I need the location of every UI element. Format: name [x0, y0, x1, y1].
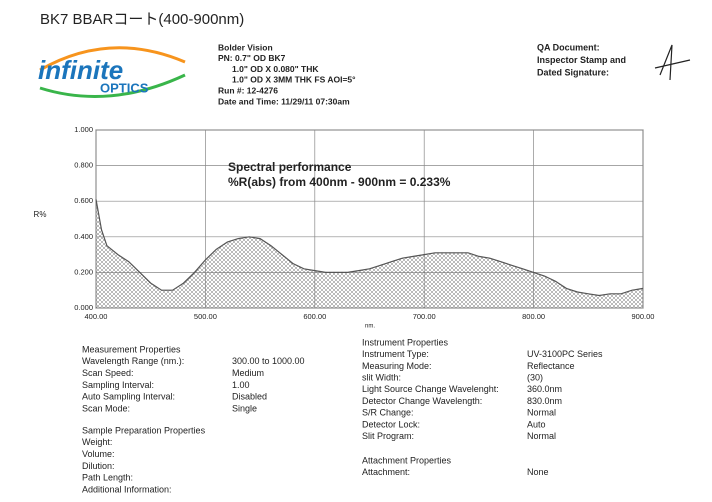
property-label: Light Source Change Wavelenght: — [362, 384, 499, 394]
property-value: Normal — [527, 431, 556, 441]
y-axis-label: R% — [34, 210, 47, 219]
header-line: 1.0" OD X 3MM THK FS AOI=5° — [232, 75, 356, 85]
y-tick-label: 0.400 — [74, 232, 93, 241]
x-tick-label: 600.00 — [303, 312, 326, 321]
section-title: Measurement Properties — [82, 344, 181, 354]
property-label: Auto Sampling Interval: — [82, 392, 175, 402]
property-value: Single — [232, 403, 257, 413]
property-value: None — [527, 467, 549, 477]
x-tick-label: 900.00 — [632, 312, 655, 321]
page-title: BK7 BBARコート(400-900nm) — [40, 11, 244, 28]
property-value: 1.00 — [232, 380, 250, 390]
header-line: Date and Time: 11/29/11 07:30am — [218, 96, 350, 106]
curve — [95, 199, 644, 297]
y-tick-label: 0.800 — [74, 161, 93, 170]
property-value: Medium — [232, 368, 264, 378]
section-title: Sample Preparation Properties — [82, 425, 206, 435]
property-label: Slit Program: — [362, 431, 414, 441]
property-value: 360.0nm — [527, 384, 562, 394]
annotation: Spectral performance — [228, 160, 352, 174]
logo-arc — [39, 73, 186, 98]
x-tick-label: 400.00 — [85, 312, 108, 321]
property-label: Scan Mode: — [82, 403, 130, 413]
property-label: Wavelength Range (nm.): — [82, 356, 184, 366]
property-value: 830.0nm — [527, 396, 562, 406]
property-label: Dilution: — [82, 461, 115, 471]
qa-line: Inspector Stamp and — [537, 55, 626, 65]
y-tick-label: 0.000 — [74, 303, 93, 312]
header-line: 1.0" OD X 0.080" THK — [232, 64, 319, 74]
property-label: S/R Change: — [362, 408, 414, 418]
property-label: slit Width: — [362, 372, 401, 382]
property-label: Detector Lock: — [362, 419, 420, 429]
logo-arc — [39, 46, 186, 72]
property-label: Path Length: — [82, 473, 133, 483]
property-value: (30) — [527, 372, 543, 382]
signature — [654, 44, 691, 81]
property-label: Sampling Interval: — [82, 380, 154, 390]
y-tick-label: 0.600 — [74, 196, 93, 205]
property-label: Measuring Mode: — [362, 361, 432, 371]
property-label: Detector Change Wavelength: — [362, 396, 482, 406]
y-tick-label: 1.000 — [74, 125, 93, 134]
header-line: Bolder Vision — [218, 42, 273, 52]
property-label: Volume: — [82, 449, 115, 459]
section-title: Attachment Properties — [362, 455, 452, 465]
qa-line: Dated Signature: — [537, 67, 609, 77]
property-label: Instrument Type: — [362, 349, 429, 359]
property-value: Auto — [527, 419, 546, 429]
header-line: Run #: 12-4276 — [218, 85, 278, 95]
x-axis-label: nm. — [365, 324, 375, 330]
property-value: UV-3100PC Series — [527, 349, 603, 359]
property-value: Normal — [527, 408, 556, 418]
property-label: Scan Speed: — [82, 368, 134, 378]
x-tick-label: 800.00 — [522, 312, 545, 321]
property-value: 300.00 to 1000.00 — [232, 356, 305, 366]
x-tick-label: 700.00 — [413, 312, 436, 321]
property-value: Disabled — [232, 392, 267, 402]
logo-name: infinite — [38, 55, 123, 85]
qa-line: QA Document: — [537, 42, 600, 52]
property-value: Reflectance — [527, 361, 575, 371]
x-tick-label: 500.00 — [194, 312, 217, 321]
logo-sub: OPTICS — [100, 80, 149, 95]
section-title: Instrument Properties — [362, 337, 449, 347]
annotation: %R(abs) from 400nm - 900nm = 0.233% — [228, 175, 451, 189]
property-label: Additional Information: — [82, 484, 172, 494]
area-fill — [96, 199, 643, 308]
y-tick-label: 0.200 — [74, 267, 93, 276]
header-line: PN: 0.7" OD BK7 — [218, 53, 286, 63]
property-label: Attachment: — [362, 467, 410, 477]
property-label: Weight: — [82, 437, 112, 447]
